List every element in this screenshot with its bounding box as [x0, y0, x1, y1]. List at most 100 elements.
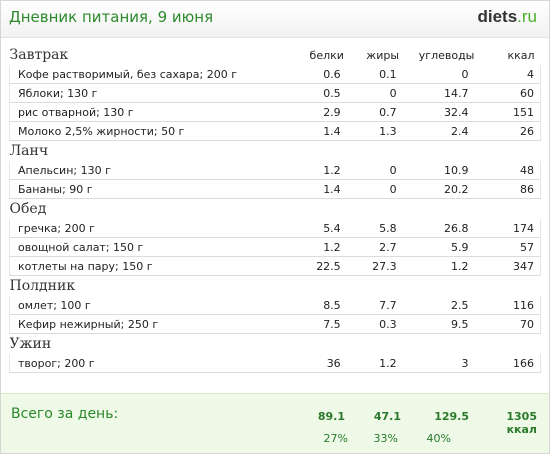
food-row[interactable]: Молоко 2,5% жирности; 50 г 1.4 1.3 2.4 26 [8, 121, 541, 141]
food-carbs: 10.9 [410, 161, 483, 180]
food-fat: 0.1 [354, 65, 411, 84]
food-kcal: 4 [482, 65, 541, 84]
column-header-empty [355, 141, 411, 162]
food-carbs: 20.2 [410, 179, 483, 199]
meal-header-row: Ужин [10, 334, 541, 355]
food-protein: 1.4 [298, 121, 355, 141]
food-name: Молоко 2,5% жирности; 50 г [8, 121, 299, 141]
logo[interactable]: diets.ru [477, 7, 537, 27]
food-fat: 7.7 [354, 296, 411, 315]
page-title: Дневник питания, 9 июня [9, 8, 214, 26]
daily-total: Всего за день: 89.1 47.1 129.5 1305 ккал… [1, 393, 549, 453]
meal-title: Обед [9, 201, 47, 217]
food-kcal: 57 [482, 237, 541, 257]
food-row[interactable]: овощной салат; 150 г 1.2 2.7 5.9 57 [8, 237, 541, 257]
food-fat: 0.7 [354, 102, 411, 122]
food-row[interactable]: гречка; 200 г 5.4 5.8 26.8 174 [8, 219, 541, 238]
total-protein: 89.1 [317, 410, 345, 423]
column-header-empty [299, 199, 355, 220]
food-carbs: 5.9 [410, 237, 483, 257]
food-name: Апельсин; 130 г [8, 161, 299, 180]
total-carbs: 129.5 [434, 410, 469, 423]
food-row[interactable]: творог; 200 г 36 1.2 3 166 [8, 354, 541, 373]
food-name: гречка; 200 г [8, 219, 299, 238]
column-header-empty [483, 276, 541, 297]
column-header-empty [411, 141, 483, 162]
food-row[interactable]: котлеты на пару; 150 г 22.5 27.3 1.2 347 [8, 256, 541, 276]
total-fat: 47.1 [373, 410, 401, 423]
total-carbs-pct: 40% [426, 432, 451, 445]
food-kcal: 86 [482, 179, 541, 199]
food-name: котлеты на пару; 150 г [8, 256, 299, 276]
food-fat: 1.3 [354, 121, 411, 141]
food-kcal: 151 [482, 102, 541, 122]
column-header-empty [299, 334, 355, 355]
food-fat: 0 [354, 179, 411, 199]
food-fat: 2.7 [354, 237, 411, 257]
food-carbs: 0 [410, 65, 483, 84]
total-protein-pct: 27% [323, 432, 348, 445]
food-row[interactable]: Кефир нежирный; 250 г 7.5 0.3 9.5 70 [8, 314, 541, 334]
food-row[interactable]: Яблоки; 130 г 0.5 0 14.7 60 [8, 83, 541, 103]
food-kcal: 347 [482, 256, 541, 276]
header: Дневник питания, 9 июня diets.ru [1, 1, 549, 38]
food-fat: 5.8 [354, 219, 411, 238]
column-header-protein: белки [309, 48, 344, 62]
food-fat: 0 [354, 83, 411, 103]
food-kcal: 48 [482, 161, 541, 180]
food-protein: 36 [298, 354, 355, 373]
food-fat: 27.3 [354, 256, 411, 276]
column-header-empty [411, 334, 483, 355]
food-protein: 7.5 [298, 314, 355, 334]
food-fat: 1.2 [354, 354, 411, 373]
logo-suffix: .ru [517, 7, 537, 26]
meal-title: Завтрак [9, 47, 69, 63]
meal-header-row: Полдник [10, 276, 541, 297]
meal-header-row: Завтрак белки жиры углеводы ккал [10, 45, 541, 65]
food-protein: 1.2 [298, 161, 355, 180]
column-header-empty [411, 276, 483, 297]
total-fat-pct: 33% [373, 432, 398, 445]
food-kcal: 70 [482, 314, 541, 334]
food-carbs: 2.5 [410, 296, 483, 315]
food-row[interactable]: омлет; 100 г 8.5 7.7 2.5 116 [8, 296, 541, 315]
column-header-fat: жиры [366, 48, 400, 62]
food-carbs: 3 [410, 354, 483, 373]
column-header-empty [299, 141, 355, 162]
food-name: творог; 200 г [8, 354, 299, 373]
food-protein: 8.5 [298, 296, 355, 315]
food-row[interactable]: рис отварной; 130 г 2.9 0.7 32.4 151 [8, 102, 541, 122]
food-kcal: 60 [482, 83, 541, 103]
column-header-empty [355, 334, 411, 355]
column-header-empty [483, 334, 541, 355]
food-kcal: 26 [482, 121, 541, 141]
food-row[interactable]: Бананы; 90 г 1.4 0 20.2 86 [8, 179, 541, 199]
food-carbs: 9.5 [410, 314, 483, 334]
food-protein: 22.5 [298, 256, 355, 276]
column-header-empty [355, 276, 411, 297]
meal-title: Полдник [9, 278, 76, 294]
meal-title: Ланч [9, 143, 49, 159]
column-header-empty [483, 141, 541, 162]
food-kcal: 174 [482, 219, 541, 238]
food-carbs: 26.8 [410, 219, 483, 238]
food-name: Кефир нежирный; 250 г [8, 314, 299, 334]
food-kcal: 116 [482, 296, 541, 315]
column-header-empty [483, 199, 541, 220]
food-row[interactable]: Апельсин; 130 г 1.2 0 10.9 48 [8, 161, 541, 180]
food-name: Кофе растворимый, без сахара; 200 г [8, 65, 299, 84]
food-row[interactable]: Кофе растворимый, без сахара; 200 г 0.6 0.… [8, 65, 541, 84]
column-header-empty [299, 276, 355, 297]
food-name: омлет; 100 г [8, 296, 299, 315]
food-kcal: 166 [482, 354, 541, 373]
column-header-empty [411, 199, 483, 220]
food-protein: 0.6 [298, 65, 355, 84]
column-header-carbs: углеводы [418, 48, 475, 62]
column-header-kcal: ккал [507, 48, 535, 62]
meal-header-row: Ланч [10, 141, 541, 162]
meal-header-row: Обед [10, 199, 541, 220]
food-carbs: 2.4 [410, 121, 483, 141]
food-carbs: 14.7 [410, 83, 483, 103]
food-name: Бананы; 90 г [8, 179, 299, 199]
